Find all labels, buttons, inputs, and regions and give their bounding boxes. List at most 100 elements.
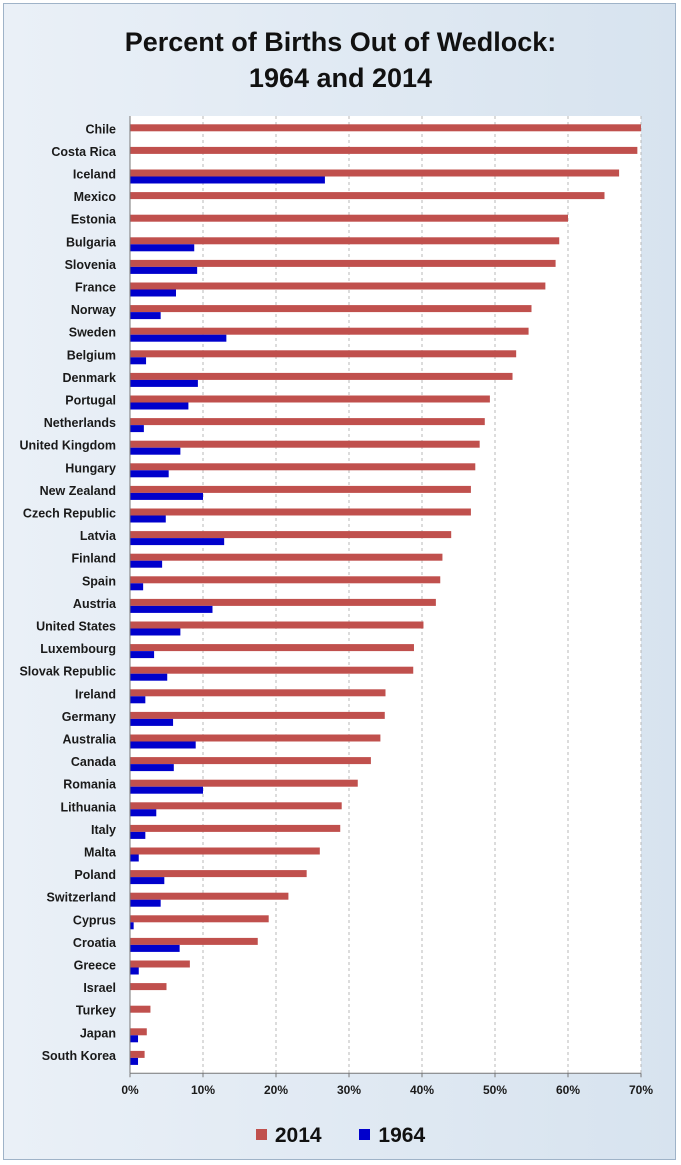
- bar-2014-switzerland: [130, 892, 289, 900]
- bar-2014-romania: [130, 779, 358, 787]
- x-tick-label: 70%: [629, 1083, 653, 1097]
- plot-area: [130, 116, 641, 1074]
- category-label-south-korea: South Korea: [42, 1049, 117, 1063]
- bar-1964-austria: [130, 605, 213, 613]
- bar-2014-norway: [130, 305, 532, 313]
- legend: 2014 1964: [0, 1124, 681, 1148]
- category-label-united-states: United States: [36, 620, 116, 634]
- x-tick-label: 50%: [483, 1083, 507, 1097]
- category-label-slovenia: Slovenia: [65, 258, 117, 272]
- bar-2014-costa-rica: [130, 146, 638, 154]
- bar-2014-australia: [130, 734, 381, 742]
- category-label-belgium: Belgium: [67, 348, 116, 362]
- category-label-new-zealand: New Zealand: [40, 484, 116, 498]
- bar-1964-slovenia: [130, 266, 198, 274]
- bar-1964-south-korea: [130, 1057, 139, 1065]
- bar-2014-south-korea: [130, 1050, 145, 1058]
- bar-2014-ireland: [130, 689, 386, 697]
- category-label-ireland: Ireland: [75, 687, 116, 701]
- bar-2014-israel: [130, 983, 167, 991]
- legend-item-2014: 2014: [255, 1124, 322, 1148]
- bar-2014-czech-republic: [130, 508, 471, 516]
- bar-2014-denmark: [130, 372, 513, 380]
- bar-2014-portugal: [130, 395, 490, 403]
- category-label-cyprus: Cyprus: [73, 913, 116, 927]
- bar-1964-romania: [130, 786, 203, 794]
- category-label-finland: Finland: [72, 552, 116, 566]
- bar-2014-new-zealand: [130, 485, 471, 493]
- bar-2014-mexico: [130, 192, 605, 200]
- category-label-netherlands: Netherlands: [44, 416, 116, 430]
- x-tick-label: 30%: [337, 1083, 361, 1097]
- gridlines: [130, 116, 642, 1074]
- bars: [130, 124, 641, 1065]
- bar-2014-bulgaria: [130, 237, 560, 245]
- bar-1964-lithuania: [130, 809, 157, 817]
- category-label-lithuania: Lithuania: [60, 800, 117, 814]
- x-tick-label: 20%: [264, 1083, 288, 1097]
- bar-1964-italy: [130, 831, 146, 839]
- chart-title: Percent of Births Out of Wedlock: 1964 a…: [0, 24, 681, 96]
- bar-1964-netherlands: [130, 425, 144, 433]
- x-tick-label: 60%: [556, 1083, 580, 1097]
- bar-2014-greece: [130, 960, 190, 968]
- category-label-spain: Spain: [82, 574, 116, 588]
- bar-1964-finland: [130, 560, 163, 568]
- category-label-austria: Austria: [73, 597, 117, 611]
- bar-1964-denmark: [130, 379, 198, 387]
- x-tick-label: 10%: [191, 1083, 215, 1097]
- bar-chart: Chile Costa Rica Iceland Mexico Estonia Bulga…: [19, 116, 653, 1097]
- bar-2014-france: [130, 282, 546, 290]
- bar-2014-finland: [130, 553, 443, 561]
- bar-2014-japan: [130, 1028, 147, 1036]
- bar-2014-netherlands: [130, 418, 485, 426]
- category-label-denmark: Denmark: [63, 371, 117, 385]
- bar-2014-sweden: [130, 327, 529, 335]
- bar-2014-croatia: [130, 937, 258, 945]
- category-label-latvia: Latvia: [80, 529, 117, 543]
- category-label-australia: Australia: [63, 733, 118, 747]
- category-label-costa-rica: Costa Rica: [51, 145, 117, 159]
- category-label-japan: Japan: [80, 1026, 116, 1040]
- bar-1964-croatia: [130, 944, 180, 952]
- bar-1964-iceland: [130, 176, 325, 184]
- bar-2014-cyprus: [130, 915, 269, 923]
- chart-title-line-2: 1964 and 2014: [248, 63, 433, 93]
- category-label-hungary: Hungary: [65, 461, 116, 475]
- category-label-luxembourg: Luxembourg: [40, 642, 116, 656]
- category-label-portugal: Portugal: [65, 394, 116, 408]
- bar-1964-sweden: [130, 334, 227, 342]
- bar-2014-malta: [130, 847, 320, 855]
- bar-1964-portugal: [130, 402, 189, 410]
- bar-1964-switzerland: [130, 899, 161, 907]
- category-label-czech-republic: Czech Republic: [23, 507, 116, 521]
- category-label-malta: Malta: [84, 846, 117, 860]
- bar-1964-luxembourg: [130, 651, 155, 659]
- bar-1964-greece: [130, 967, 139, 975]
- bar-2014-belgium: [130, 350, 517, 358]
- bar-1964-belgium: [130, 357, 147, 365]
- chart-title-line-1: Percent of Births Out of Wedlock:: [124, 27, 557, 57]
- category-label-sweden: Sweden: [69, 326, 116, 340]
- bar-1964-united-kingdom: [130, 447, 181, 455]
- bar-1964-australia: [130, 741, 196, 749]
- category-label-united-kingdom: United Kingdom: [19, 439, 116, 453]
- category-label-chile: Chile: [85, 122, 116, 136]
- x-axis: 0% 10% 20% 30% 40% 50% 60% 70%: [121, 116, 653, 1097]
- category-label-iceland: Iceland: [73, 168, 116, 182]
- category-label-greece: Greece: [74, 959, 116, 973]
- bar-2014-turkey: [130, 1005, 151, 1013]
- bar-2014-estonia: [130, 214, 568, 222]
- x-tick-label: 0%: [121, 1083, 139, 1097]
- bar-1964-spain: [130, 583, 144, 591]
- bar-1964-czech-republic: [130, 515, 166, 523]
- category-labels: Chile Costa Rica Iceland Mexico Estonia Bulga…: [19, 122, 117, 1063]
- legend-swatch-2014: [255, 1129, 267, 1141]
- category-label-switzerland: Switzerland: [47, 891, 116, 905]
- category-label-poland: Poland: [74, 868, 116, 882]
- bar-1964-poland: [130, 877, 165, 885]
- bar-2014-iceland: [130, 169, 620, 177]
- category-label-croatia: Croatia: [73, 936, 117, 950]
- bar-2014-united-kingdom: [130, 440, 480, 448]
- bar-2014-chile: [130, 124, 641, 132]
